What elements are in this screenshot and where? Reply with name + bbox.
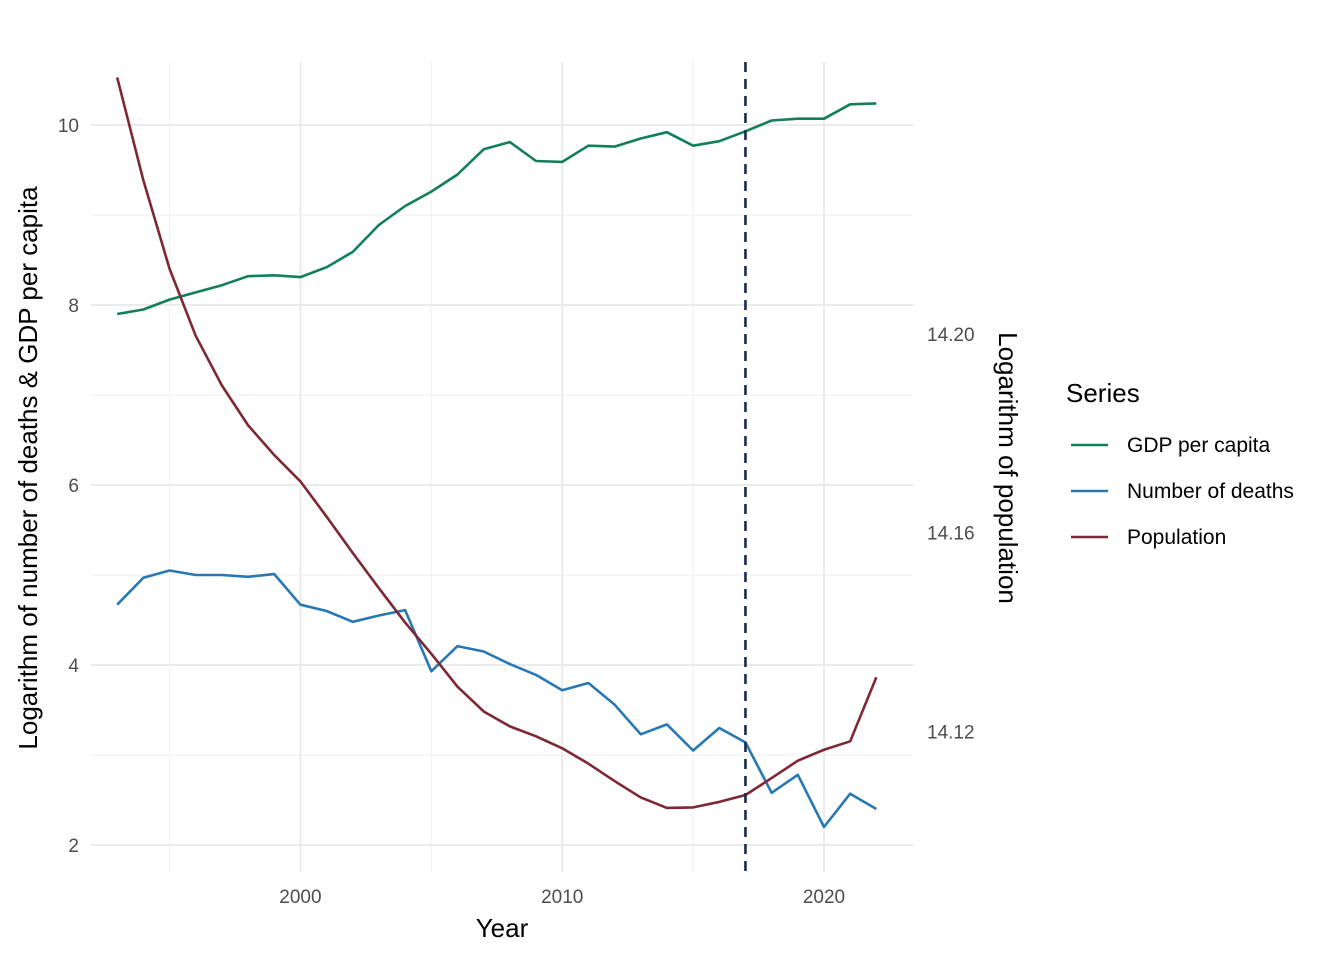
tick-labels: 2000 2010 2020 2 4 6 8 10 14.12 14.16 14.20 (58, 116, 975, 908)
left-y-tick-label: 10 (58, 116, 79, 137)
series-line-population (115, 77, 878, 810)
legend-label-population: Population (1127, 526, 1226, 549)
left-y-tick-label: 6 (68, 476, 79, 497)
left-y-tick-label: 8 (68, 296, 79, 317)
right-y-tick-label: 14.12 (927, 722, 975, 743)
series-layer (115, 77, 878, 829)
legend: Series GDP per capita Number of deaths P… (1066, 378, 1294, 549)
left-y-tick-label: 2 (68, 836, 79, 857)
right-y-axis-title: Logarithm of population (993, 332, 1023, 604)
legend-label-gdp-per-capita: GDP per capita (1127, 434, 1271, 457)
left-y-axis-title: Logarithm of number of deaths & GDP per … (13, 186, 43, 750)
right-y-tick-label: 14.20 (927, 325, 975, 346)
x-tick-label: 2000 (279, 887, 321, 908)
grid (91, 62, 913, 872)
x-tick-label: 2020 (803, 887, 845, 908)
series-line-number-of-deaths (116, 569, 878, 829)
x-tick-label: 2010 (541, 887, 583, 908)
x-axis-title: Year (476, 913, 529, 943)
right-y-tick-label: 14.16 (927, 524, 975, 545)
legend-label-number-of-deaths: Number of deaths (1127, 480, 1294, 503)
left-y-tick-label: 4 (68, 656, 79, 677)
legend-title: Series (1066, 378, 1140, 408)
series-line-gdp-per-capita (116, 102, 877, 316)
